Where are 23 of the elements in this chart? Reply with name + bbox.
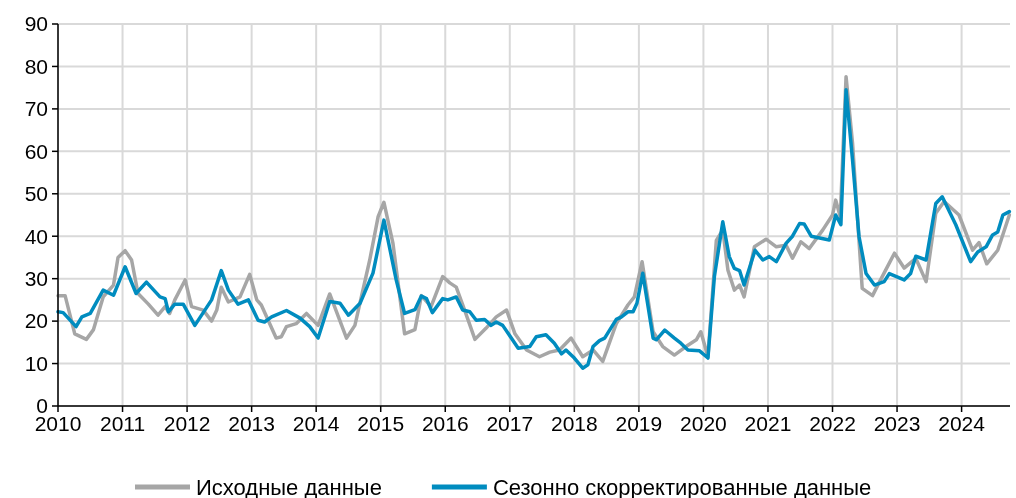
y-tick-label: 80 (24, 54, 48, 78)
x-tick-label: 2013 (228, 412, 275, 435)
x-tick-label: 2012 (163, 412, 211, 435)
y-tick-label: 70 (24, 97, 48, 121)
y-tick-label: 90 (24, 12, 48, 36)
y-tick-label: 60 (24, 139, 48, 163)
x-tick-label: 2014 (292, 412, 340, 435)
x-tick-label: 2019 (615, 412, 663, 435)
x-tick-label: 2023 (873, 412, 921, 435)
x-tick-label: 2017 (486, 412, 534, 435)
y-tick-label: 50 (24, 182, 48, 206)
x-tick-label: 2016 (421, 412, 469, 435)
x-tick-label: 2011 (99, 412, 146, 435)
x-tick-label: 2020 (680, 412, 727, 435)
x-tick-label: 2021 (744, 412, 792, 435)
y-tick-label: 30 (24, 267, 48, 291)
y-tick-label: 40 (24, 224, 48, 248)
y-tick-label: 20 (24, 309, 48, 333)
x-tick-label: 2022 (809, 412, 856, 435)
x-tick-label: 2024 (938, 412, 986, 435)
x-tick-label: 2018 (550, 412, 598, 435)
y-tick-label: 10 (24, 351, 48, 375)
x-tick-label: 2015 (357, 412, 405, 435)
